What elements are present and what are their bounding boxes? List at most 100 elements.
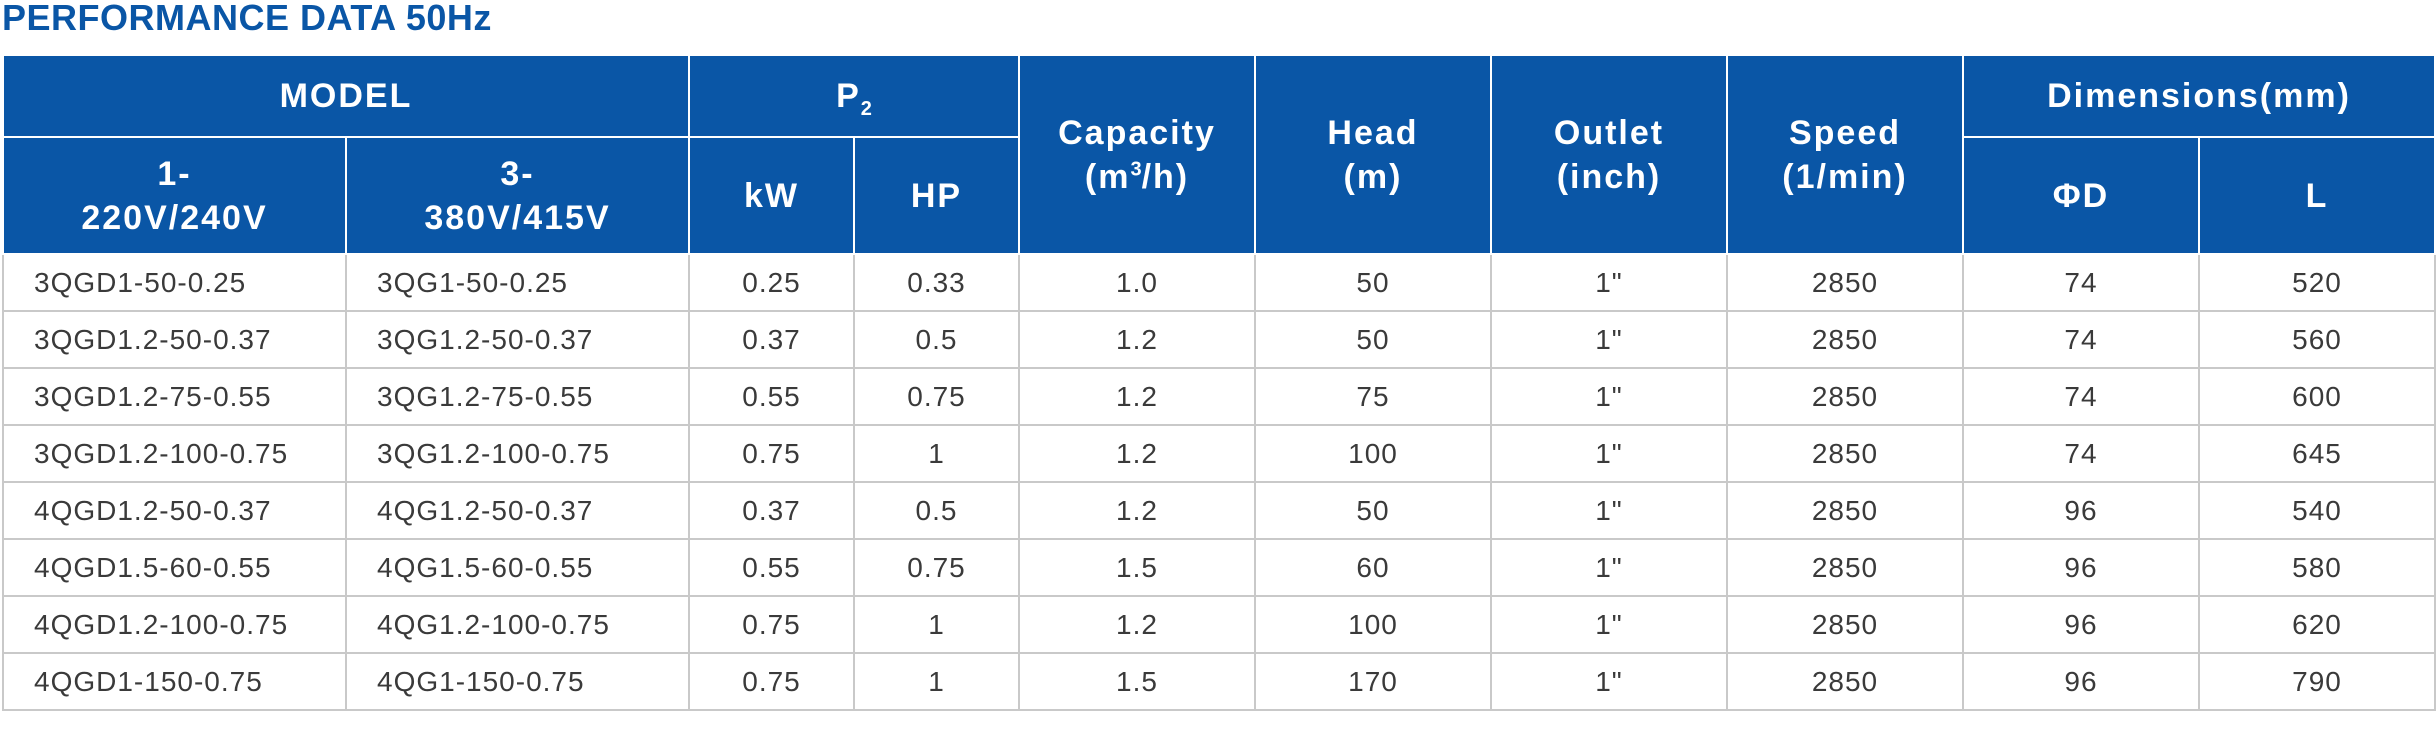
table-row: 4QGD1.5-60-0.55 4QG1.5-60-0.55 0.55 0.75… (2, 538, 2436, 597)
diameter-cell: 74 (1962, 367, 2200, 426)
diameter-cell: 74 (1962, 253, 2200, 312)
outlet-cell: 1" (1490, 253, 1728, 312)
kw-cell: 0.75 (688, 652, 855, 711)
diameter-cell: 96 (1962, 595, 2200, 654)
length-cell: 645 (2197, 424, 2436, 483)
hp-cell: 0.5 (853, 310, 1020, 369)
three-phase-model-cell: 3QG1.2-100-0.75 (345, 424, 690, 483)
single-phase-label: 1- (157, 154, 192, 193)
capacity-cell: 1.2 (1018, 595, 1256, 654)
hp-cell: 1 (853, 424, 1020, 483)
single-phase-model-cell: 3QGD1.2-50-0.37 (2, 310, 347, 369)
three-phase-model-cell: 3QG1-50-0.25 (345, 253, 690, 312)
single-phase-header: 1- 220V/240V (2, 136, 347, 255)
outlet-cell: 1" (1490, 424, 1728, 483)
table-row: 4QGD1.2-100-0.75 4QG1.2-100-0.75 0.75 1 … (2, 595, 2436, 654)
single-phase-model-cell: 3QGD1.2-100-0.75 (2, 424, 347, 483)
capacity-cell: 1.2 (1018, 367, 1256, 426)
diameter-cell: 74 (1962, 310, 2200, 369)
table-row: 3QGD1.2-75-0.55 3QG1.2-75-0.55 0.55 0.75… (2, 367, 2436, 426)
speed-cell: 2850 (1726, 481, 1964, 540)
p2-label: P (836, 77, 861, 115)
p2-header: P2 (688, 54, 1020, 138)
diameter-cell: 74 (1962, 424, 2200, 483)
head-cell: 50 (1254, 253, 1492, 312)
kw-cell: 0.75 (688, 595, 855, 654)
table-row: 3QGD1-50-0.25 3QG1-50-0.25 0.25 0.33 1.0… (2, 253, 2436, 312)
dimensions-header: Dimensions(mm) (1961, 54, 2436, 138)
head-cell: 60 (1254, 538, 1492, 597)
capacity-header: Capacity (m3/h) (1018, 54, 1256, 255)
speed-cell: 2850 (1726, 652, 1964, 711)
outlet-cell: 1" (1490, 310, 1728, 369)
capacity-unit-pre: (m (1084, 157, 1131, 196)
length-cell: 560 (2197, 310, 2436, 369)
header-row-1: MODEL P2 Capacity (m3/h) Head (m) Outlet… (2, 54, 2436, 255)
diameter-cell: 96 (1962, 538, 2200, 597)
capacity-unit-sup: 3 (1130, 158, 1142, 181)
kw-cell: 0.55 (688, 367, 855, 426)
length-cell: 620 (2197, 595, 2436, 654)
hp-cell: 0.5 (853, 481, 1020, 540)
single-phase-model-cell: 4QGD1-150-0.75 (2, 652, 347, 711)
speed-label: Speed (1788, 113, 1902, 152)
capacity-unit: (m3/h) (1020, 155, 1254, 199)
kw-cell: 0.75 (688, 424, 855, 483)
hp-cell: 0.75 (853, 538, 1020, 597)
head-cell: 50 (1254, 481, 1492, 540)
speed-cell: 2850 (1726, 424, 1964, 483)
outlet-unit: (inch) (1556, 157, 1662, 196)
head-label: Head (1327, 113, 1419, 152)
length-cell: 520 (2197, 253, 2436, 312)
kw-cell: 0.25 (688, 253, 855, 312)
table-row: 4QGD1-150-0.75 4QG1-150-0.75 0.75 1 1.5 … (2, 652, 2436, 711)
head-cell: 50 (1254, 310, 1492, 369)
capacity-cell: 1.2 (1018, 310, 1256, 369)
head-cell: 100 (1254, 595, 1492, 654)
head-cell: 100 (1254, 424, 1492, 483)
kw-cell: 0.55 (688, 538, 855, 597)
capacity-cell: 1.2 (1018, 481, 1256, 540)
three-phase-model-cell: 4QG1.5-60-0.55 (345, 538, 690, 597)
table-row: 3QGD1.2-50-0.37 3QG1.2-50-0.37 0.37 0.5 … (2, 310, 2436, 369)
diameter-cell: 96 (1962, 481, 2200, 540)
table-body: 3QGD1-50-0.25 3QG1-50-0.25 0.25 0.33 1.0… (2, 253, 2436, 711)
length-cell: 790 (2197, 652, 2436, 711)
single-phase-model-cell: 4QGD1.2-50-0.37 (2, 481, 347, 540)
head-cell: 170 (1254, 652, 1492, 711)
outlet-cell: 1" (1490, 538, 1728, 597)
three-phase-voltage: 380V/415V (424, 198, 611, 237)
speed-unit: (1/min) (1782, 157, 1908, 196)
head-cell: 75 (1254, 367, 1492, 426)
length-cell: 600 (2197, 367, 2436, 426)
hp-header: HP (853, 136, 1020, 255)
outlet-cell: 1" (1490, 367, 1728, 426)
three-phase-model-cell: 4QG1-150-0.75 (345, 652, 690, 711)
single-phase-model-cell: 4QGD1.5-60-0.55 (2, 538, 347, 597)
speed-cell: 2850 (1726, 367, 1964, 426)
capacity-unit-post: /h) (1141, 157, 1190, 196)
speed-cell: 2850 (1726, 538, 1964, 597)
page-title: PERFORMANCE DATA 50Hz (2, 0, 492, 38)
single-phase-model-cell: 3QGD1.2-75-0.55 (2, 367, 347, 426)
single-phase-voltage: 220V/240V (81, 198, 268, 237)
capacity-cell: 1.5 (1018, 652, 1256, 711)
hp-cell: 0.33 (853, 253, 1020, 312)
outlet-header: Outlet (inch) (1490, 54, 1728, 255)
length-header: L (2197, 136, 2436, 255)
speed-cell: 2850 (1726, 595, 1964, 654)
length-cell: 580 (2197, 538, 2436, 597)
diameter-cell: 96 (1962, 652, 2200, 711)
three-phase-label: 3- (500, 154, 535, 193)
kw-header: kW (688, 136, 855, 255)
outlet-cell: 1" (1490, 595, 1728, 654)
table-row: 3QGD1.2-100-0.75 3QG1.2-100-0.75 0.75 1 … (2, 424, 2436, 483)
head-unit: (m) (1343, 157, 1403, 196)
table-row: 4QGD1.2-50-0.37 4QG1.2-50-0.37 0.37 0.5 … (2, 481, 2436, 540)
p2-subscript: 2 (860, 97, 872, 120)
single-phase-model-cell: 3QGD1-50-0.25 (2, 253, 347, 312)
single-phase-model-cell: 4QGD1.2-100-0.75 (2, 595, 347, 654)
three-phase-model-cell: 4QG1.2-50-0.37 (345, 481, 690, 540)
capacity-cell: 1.2 (1018, 424, 1256, 483)
kw-cell: 0.37 (688, 310, 855, 369)
